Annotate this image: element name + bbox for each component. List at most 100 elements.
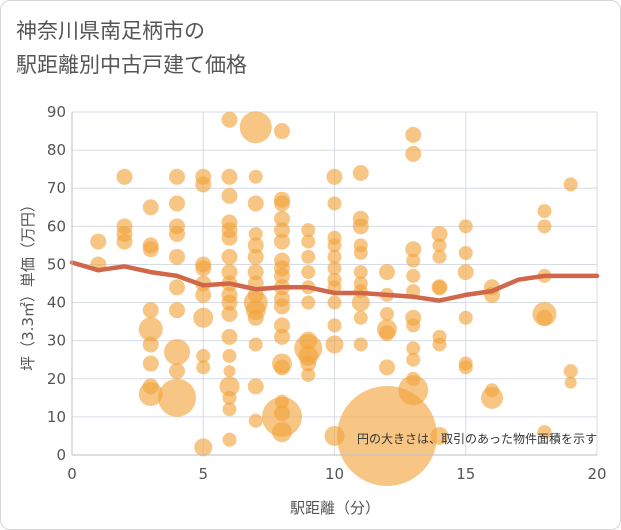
bubble-point: [239, 111, 272, 144]
bubble-point: [90, 233, 107, 250]
bubble-point: [142, 199, 159, 216]
bubble-point: [406, 352, 421, 367]
bubble-point: [138, 382, 163, 407]
bubble-point: [195, 260, 212, 277]
bubble-point: [221, 248, 238, 265]
chart-title-line-2: 駅距離別中古戸建て価格: [16, 53, 247, 77]
bubble-point: [248, 169, 263, 184]
bubble-point: [169, 248, 185, 265]
bubble-point: [327, 249, 342, 264]
bubble-point: [353, 246, 368, 261]
bubble-point: [138, 317, 163, 342]
bubble-point: [116, 233, 133, 250]
trend-layer: [69, 260, 600, 303]
bubble-point: [352, 164, 369, 181]
bubble-point: [221, 111, 238, 128]
bubble-point: [247, 378, 264, 395]
bubble-point: [274, 317, 290, 334]
x-axis-label: 駅距離（分）: [290, 499, 380, 517]
y-tick-label: 80: [47, 141, 66, 159]
bubble-point: [353, 337, 368, 352]
y-tick-label: 40: [47, 294, 66, 312]
bubble-point: [536, 309, 553, 326]
bubble-point: [430, 426, 449, 445]
bubble-point: [352, 218, 369, 235]
y-tick-label: 30: [47, 332, 66, 350]
bubble-point: [301, 295, 316, 310]
bubble-point: [406, 318, 421, 333]
bubble-point: [169, 279, 185, 296]
bubble-point: [222, 348, 237, 363]
bubble-point: [272, 422, 292, 443]
y-tick-label: 70: [47, 179, 66, 197]
bubble-point: [537, 219, 552, 234]
bubble-point: [169, 363, 185, 380]
y-axis-label: 坪（3.3㎡）単価（万円）: [19, 197, 37, 371]
bubble-point: [326, 168, 343, 185]
bubble-point: [274, 298, 290, 315]
bubble-point: [431, 225, 448, 242]
bubble-size-note: 円の大きさは、取引のあった物件面積を示す: [357, 431, 597, 446]
bubble-point: [248, 226, 263, 241]
bubble-point: [248, 413, 263, 428]
x-tick-label: 0: [67, 465, 77, 483]
bubble-point: [164, 339, 190, 366]
bubble-point: [222, 390, 237, 405]
chart-title-line-1: 神奈川県南足柄市の: [16, 19, 205, 43]
bubble-point: [380, 306, 394, 321]
bubble-point: [223, 365, 236, 378]
bubble-point: [301, 249, 316, 264]
bubble-point: [300, 355, 317, 372]
bubble-point: [379, 264, 395, 281]
bubble-point: [274, 222, 290, 239]
bubble-point: [406, 268, 421, 283]
bubble-point: [353, 310, 368, 325]
bubble-point: [116, 168, 133, 185]
bubble-point: [142, 241, 159, 258]
bubble-layer: [90, 111, 578, 486]
bubble-point: [274, 328, 290, 345]
bubble-point: [221, 229, 238, 246]
bubble-point: [458, 360, 473, 375]
bubble-point: [248, 337, 263, 352]
bubble-point: [193, 307, 214, 328]
bubble-point: [274, 195, 290, 212]
bubble-point: [481, 386, 503, 409]
bubble-point: [327, 238, 342, 253]
bubble-point: [142, 336, 159, 353]
bubble-point: [169, 302, 185, 319]
bubble-point: [247, 264, 264, 281]
y-tick-label: 90: [47, 103, 66, 121]
axes: 0 5 10 15 20 0 10 20 30 40 50 60 70 80 90: [47, 103, 607, 483]
bubble-point: [221, 294, 238, 311]
bubble-point: [247, 195, 264, 212]
bubble-point: [337, 385, 437, 486]
bubble-point: [142, 302, 159, 319]
y-tick-label: 10: [47, 408, 66, 426]
bubble-point: [563, 177, 578, 192]
bubble-point: [432, 249, 447, 264]
bubble-point: [406, 253, 421, 268]
x-tick-label: 10: [325, 465, 344, 483]
bubble-point: [221, 264, 238, 281]
bubble-point: [169, 168, 185, 185]
bubble-point: [222, 432, 237, 447]
bubble-point: [169, 225, 185, 242]
bubble-point: [353, 265, 368, 280]
bubble-point: [274, 123, 290, 140]
bubble-point: [537, 425, 552, 440]
bubble-point: [274, 267, 290, 284]
bubble-point: [247, 248, 264, 265]
bubble-point: [301, 234, 316, 249]
bubble-point: [351, 293, 370, 312]
bubble-point: [405, 145, 422, 162]
bubble-point: [195, 286, 212, 303]
bubble-point: [325, 335, 344, 354]
bubble-point: [432, 238, 447, 253]
bubble-point: [327, 196, 342, 211]
y-tick-label: 20: [47, 370, 66, 388]
bubble-point: [158, 378, 196, 417]
bubble-point: [169, 195, 185, 212]
bubble-point: [432, 280, 447, 295]
